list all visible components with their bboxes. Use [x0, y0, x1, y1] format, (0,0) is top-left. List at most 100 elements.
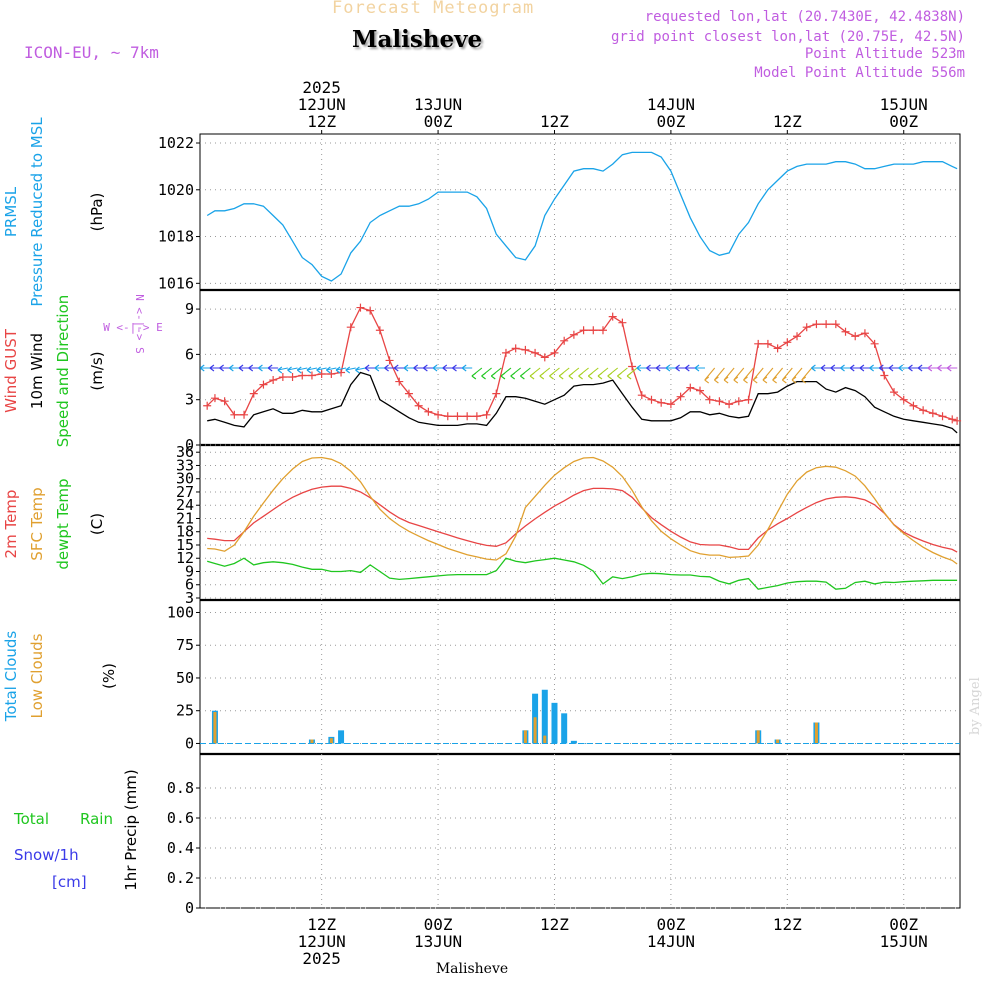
temperature-axis-label-2: dewpt Temp [54, 478, 72, 569]
wind-marker-1 [210, 394, 219, 403]
wind-arrow-77 [946, 364, 958, 372]
compass-ns: N <-|-> S [133, 294, 146, 354]
wind-marker-76 [938, 412, 947, 421]
pressure-ytick-label-3: 1022 [158, 134, 194, 152]
wind-marker-66 [841, 327, 850, 336]
wind-arrow-42 [607, 367, 619, 380]
wind-arrow-56 [743, 367, 754, 384]
wind-arrow-0 [199, 364, 211, 372]
wind-arrow-4 [238, 364, 250, 372]
wind-marker-68 [860, 329, 869, 338]
wind-arrow-62 [801, 367, 813, 384]
wind-arrow-40 [587, 367, 599, 380]
temperature-ytick-label-6: 21 [176, 509, 194, 527]
clouds-bar-1-1 [310, 739, 314, 744]
wind-marker-17 [366, 306, 375, 315]
wind-arrow-39 [578, 367, 589, 380]
wind-arrow-29 [481, 367, 492, 380]
wind-arrow-57 [752, 367, 764, 384]
top-time-label-0-2: 12Z [307, 112, 336, 131]
wind-arrow-27 [461, 364, 473, 372]
wind-marker-61 [793, 332, 802, 341]
wind-marker-38 [569, 330, 578, 339]
wind-marker-69 [870, 339, 879, 348]
wind-arrow-16 [355, 366, 366, 374]
wind-arrow-3 [229, 364, 240, 372]
wind-marker-2 [220, 397, 229, 406]
top-time-label-3-1: 00Z [656, 112, 685, 131]
precip-label-0: Total [13, 810, 49, 828]
wind-arrow-66 [840, 364, 851, 372]
wind-marker-72 [899, 395, 908, 404]
wind-axis-label-0: Wind GUST [2, 328, 20, 413]
bottom-time-label-2-0: 12Z [540, 915, 569, 934]
pressure-ytick-label-2: 1020 [158, 181, 194, 199]
temperature-ytick-label-11: 36 [176, 443, 194, 461]
wind-marker-52 [705, 395, 714, 404]
temperature-series-2 [207, 557, 958, 590]
wind-marker-51 [696, 386, 705, 395]
clouds-axis-label-1: Low Clouds [28, 633, 46, 718]
wind-marker-55 [734, 397, 743, 406]
top-time-label-2-0: 12Z [540, 112, 569, 131]
temperature-series-0 [207, 485, 958, 553]
wind-marker-25 [443, 412, 452, 421]
wind-marker-14 [337, 368, 346, 377]
wind-marker-20 [395, 377, 404, 386]
wind-arrow-37 [558, 367, 570, 380]
clouds-bar-0-6 [541, 689, 548, 744]
wind-arrow-47 [655, 364, 667, 372]
wind-arrow-51 [694, 364, 706, 372]
clouds-bar-0-8 [561, 713, 568, 744]
wind-marker-32 [511, 344, 520, 353]
bottom-time-label-0-1: 12JUN [298, 932, 346, 951]
wind-marker-5 [249, 389, 258, 398]
wind-marker-37 [560, 336, 569, 345]
gridpoint-coords: grid point closest lon,lat (20.75E, 42.5… [610, 29, 965, 45]
temperature-series-1 [207, 456, 958, 565]
wind-arrow-45 [636, 364, 647, 372]
wind-arrow-63 [811, 364, 822, 372]
pressure-ytick-label-0: 1016 [158, 274, 194, 292]
panel-pressure: 1016 1018 1020 1022 PRMSL Pressure Reduced to… [2, 117, 960, 307]
wind-marker-35 [540, 353, 549, 362]
wind-ytick-label-1: 3 [185, 391, 194, 409]
wind-arrow-24 [432, 364, 444, 372]
temperature-ytick-label-5: 18 [176, 523, 194, 541]
temperature-ytick-label-2: 9 [185, 562, 194, 580]
clouds-ytick-label-3: 75 [176, 636, 194, 654]
wind-arrow-6 [258, 364, 269, 372]
wind-arrow-76 [937, 364, 948, 372]
clouds-ytick-label-1: 25 [176, 702, 194, 720]
wind-marker-9 [288, 373, 297, 382]
wind-marker-0 [203, 401, 212, 410]
precip-label-4: 1hr Precip (mm) [122, 769, 140, 890]
top-time-label-3-0: 14JUN [647, 95, 695, 114]
wind-marker-18 [375, 326, 384, 335]
wind-ytick-label-2: 6 [185, 345, 194, 363]
wind-marker-75 [928, 409, 937, 418]
panel-frame-clouds [199, 599, 961, 755]
wind-marker-49 [676, 392, 685, 401]
bottom-time-label-3-1: 14JUN [647, 932, 695, 951]
temperature-ytick-label-0: 3 [185, 589, 194, 607]
compass-we: W <-|-> E [103, 321, 163, 334]
wind-marker-77 [948, 415, 957, 424]
clouds-bar-1-2 [329, 738, 333, 744]
meteogram-title: Forecast Meteogram [332, 0, 535, 18]
panel-frame-temperature [199, 444, 961, 601]
wind-arrow-54 [723, 367, 735, 384]
wind-marker-12 [317, 370, 326, 379]
temperature-ytick-label-1: 6 [185, 576, 194, 594]
precip-label-3: [cm] [52, 873, 87, 891]
wind-arrow-71 [888, 364, 900, 372]
clouds-axis-label-0: Total Clouds [2, 631, 20, 723]
top-time-label-5-1: 00Z [889, 112, 918, 131]
footer-location: Malisheve [436, 961, 508, 977]
top-time-label-1-1: 00Z [424, 112, 453, 131]
bottom-time-label-0-0: 12Z [307, 915, 336, 934]
wind-arrow-48 [665, 364, 676, 372]
panel-clouds: 0 25 50 75 100 Total Clouds Low Clouds (%) [2, 603, 960, 752]
